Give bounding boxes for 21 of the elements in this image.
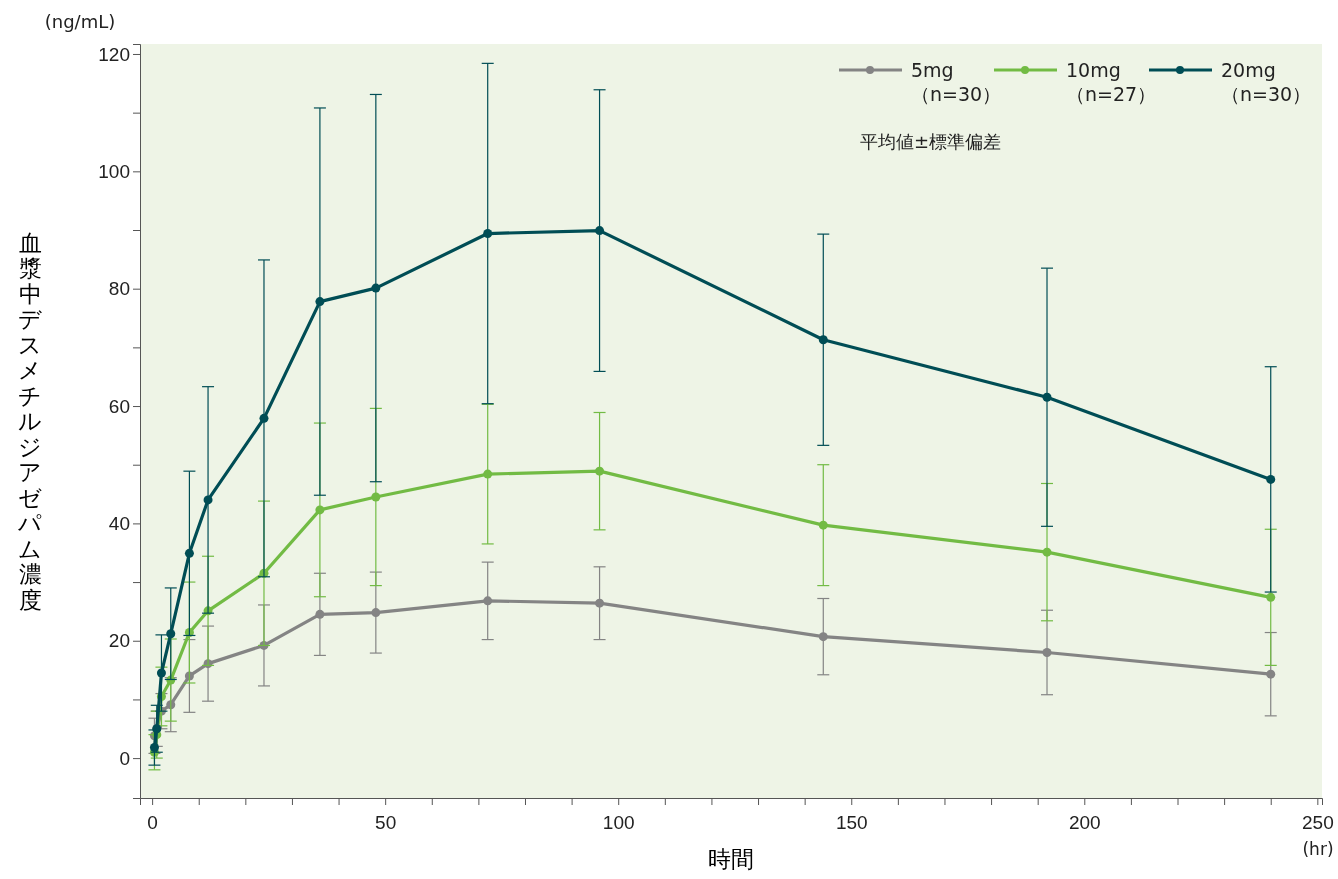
legend-label: 10mg （n=27） xyxy=(1066,59,1157,105)
y-tick-label: 100 xyxy=(98,160,130,182)
y-tick-label: 120 xyxy=(98,43,130,65)
annotation: 平均値±標準偏差 xyxy=(860,131,1002,152)
legend-label: 20mg （n=30） xyxy=(1221,59,1312,105)
x-tick-label: 250 xyxy=(1301,811,1334,833)
y-tick-label: 60 xyxy=(108,395,130,417)
y-tick-label: 40 xyxy=(108,512,130,534)
x-tick-label: 200 xyxy=(1068,811,1101,833)
x-tick-label: 0 xyxy=(147,811,158,833)
text: 血漿中デスメチルジアゼパム濃度 xyxy=(18,229,42,613)
text: (hr) xyxy=(1302,839,1334,859)
legend-label: 5mg （n=30） xyxy=(911,59,1002,105)
text: (ng/mL) xyxy=(44,11,116,32)
x-tick-label: 50 xyxy=(375,811,397,833)
x-tick-label: 150 xyxy=(835,811,868,833)
y-tick-label: 80 xyxy=(108,278,130,300)
x-tick-label: 100 xyxy=(602,811,635,833)
x-axis-title: 時間 xyxy=(708,846,754,872)
y-tick-label: 20 xyxy=(108,630,130,652)
y-tick-label: 0 xyxy=(119,747,130,769)
